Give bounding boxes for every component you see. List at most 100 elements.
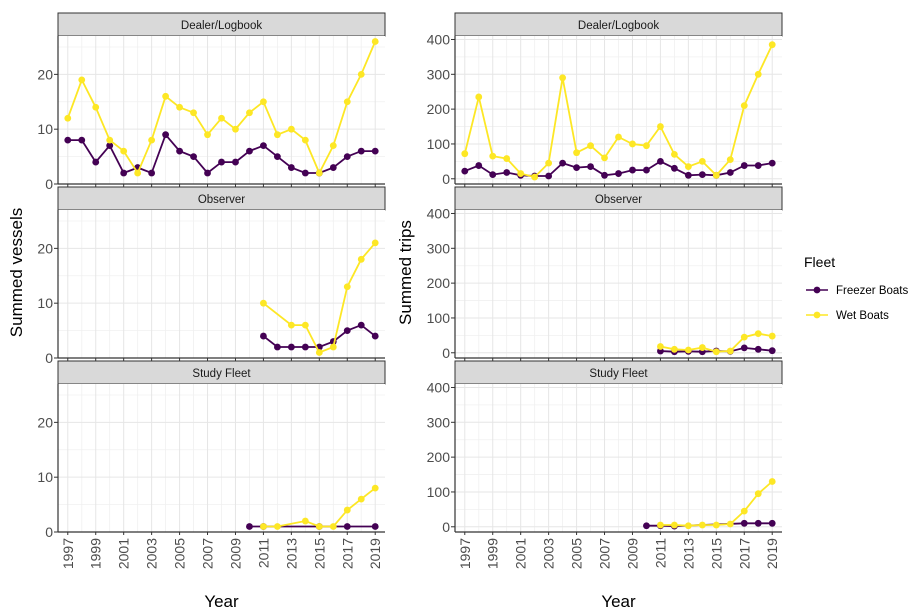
data-point [162, 131, 170, 139]
data-point [754, 490, 762, 498]
data-point [657, 157, 664, 165]
data-point [740, 102, 748, 110]
series-wet-boats [657, 478, 776, 530]
data-point [148, 136, 156, 144]
data-point [643, 166, 650, 174]
data-point [315, 169, 323, 177]
data-point [461, 150, 469, 158]
data-point [698, 344, 706, 351]
y-tick-label: 200 [427, 275, 451, 291]
series-wet-boats [260, 484, 379, 530]
panel-dealer-logbook: Dealer/Logbook 0 10 20 [37, 12, 386, 192]
data-point [371, 523, 379, 530]
data-point [712, 171, 720, 179]
x-tick-label: 2017 [339, 538, 355, 569]
data-point [371, 239, 379, 247]
y-tick-label: 20 [37, 414, 53, 430]
y-tick-label: 0 [45, 350, 53, 366]
data-point [615, 133, 622, 141]
data-point [301, 343, 309, 351]
data-point [357, 321, 365, 329]
right-plot-trips: Dealer/Logbook 0 100 200 300 400 Observer 0 100 2… [396, 12, 783, 609]
data-point [489, 152, 497, 160]
data-point [371, 38, 379, 45]
y-axis-title: Summed vessels [7, 208, 26, 337]
data-point [273, 153, 281, 160]
facet-strip-label: Observer [595, 194, 642, 206]
data-point [343, 523, 351, 530]
data-point [329, 142, 337, 150]
data-point [587, 142, 594, 150]
data-point [357, 70, 365, 78]
x-tick-label: 2005 [172, 538, 188, 569]
series-wet-boats [64, 38, 379, 177]
data-point [218, 158, 225, 166]
data-point [64, 114, 72, 122]
x-tick-label: 2015 [708, 538, 724, 569]
data-point [698, 521, 706, 529]
data-point [601, 171, 608, 179]
data-point [260, 332, 267, 340]
data-point [120, 147, 128, 155]
data-point [643, 522, 650, 530]
data-point [357, 495, 365, 503]
data-point [246, 523, 253, 530]
y-axis-title: Summed trips [396, 220, 415, 325]
y-tick-label: 300 [427, 414, 451, 430]
y-tick-label: 20 [37, 66, 53, 82]
x-tick-label: 2001 [513, 538, 529, 569]
data-point [301, 321, 309, 329]
data-point [768, 332, 776, 340]
data-point [176, 103, 183, 111]
data-point [726, 169, 734, 176]
y-tick-label: 100 [427, 136, 451, 152]
data-point [134, 169, 142, 177]
data-point [357, 147, 365, 155]
x-tick-label: 1999 [88, 538, 104, 569]
data-point [357, 255, 365, 263]
legend-item-freezer-boats: Freezer Boats [806, 285, 908, 297]
data-point [768, 347, 776, 355]
data-point [232, 158, 239, 166]
x-tick-label: 2011 [652, 538, 668, 568]
y-tick-label: 0 [442, 519, 450, 535]
panel-dealer-logbook: Dealer/Logbook 0 100 200 300 400 [427, 12, 783, 187]
data-point [287, 343, 295, 351]
data-point [78, 136, 86, 144]
data-point [657, 521, 664, 529]
data-point [670, 151, 678, 158]
data-point [329, 343, 337, 351]
data-point [371, 147, 379, 155]
data-point [740, 507, 748, 515]
x-tick-label: 2007 [597, 538, 613, 569]
series-wet-boats [260, 239, 379, 356]
data-point [545, 172, 553, 180]
data-point [698, 171, 706, 178]
data-point [573, 164, 580, 172]
data-point [754, 345, 762, 353]
data-point [684, 163, 692, 170]
data-point [371, 332, 379, 340]
data-point [120, 169, 128, 177]
data-point [629, 166, 636, 174]
facet-strip-label: Observer [198, 194, 245, 206]
data-point [287, 164, 295, 171]
data-point [587, 163, 594, 170]
data-point [78, 76, 86, 84]
data-point [92, 158, 100, 166]
facet-strip-label: Study Fleet [192, 368, 251, 380]
x-tick-label: 2009 [624, 538, 640, 569]
y-tick-label: 0 [45, 524, 53, 540]
data-point [740, 162, 748, 169]
data-point [740, 344, 748, 352]
data-point [343, 506, 351, 514]
y-tick-label: 10 [37, 469, 53, 485]
y-tick-label: 10 [37, 295, 53, 311]
data-point [273, 343, 281, 351]
panel-study-fleet: Study Fleet 0 10 20 [37, 360, 386, 540]
data-point [475, 93, 483, 101]
y-tick-label: 100 [427, 484, 451, 500]
y-tick-label: 400 [427, 205, 451, 221]
facet-strip-label: Dealer/Logbook [181, 20, 262, 32]
